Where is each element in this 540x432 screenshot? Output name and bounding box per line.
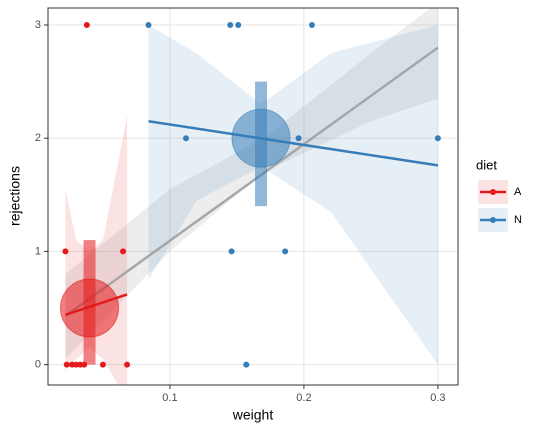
mean-point [231,108,291,168]
legend-dot [490,189,496,195]
point [228,248,235,255]
fit-line [148,119,439,167]
y-axis-title: rejections [7,166,23,226]
x-tick-label: 0.2 [296,392,311,404]
point [282,248,289,255]
legend-label: N [514,214,522,226]
point [120,248,127,255]
point [295,135,302,142]
point [124,361,131,368]
y-tick-label: 2 [35,132,41,144]
point [308,21,315,28]
point [99,361,106,368]
legend-dot [490,217,496,223]
plot-area [60,8,441,385]
y-tick-label: 0 [35,359,41,371]
legend-title: diet [476,157,497,172]
point [227,21,234,28]
x-tick-label: 0.3 [430,392,445,404]
point [235,21,242,28]
mean-point [60,278,120,338]
confidence-band [65,8,438,359]
point [83,21,90,28]
point [243,361,250,368]
x-tick-label: 0.1 [162,392,177,404]
point [183,135,190,142]
point [63,361,70,368]
plot-border [47,7,459,386]
point [145,21,152,28]
confidence-band [148,24,438,365]
point [434,135,441,142]
legend-label: A [514,186,522,198]
y-tick-label: 3 [35,19,41,31]
x-axis-title: weight [232,407,274,423]
point [62,248,69,255]
plot-background [48,8,458,385]
fit-line [64,46,439,317]
y-tick-label: 1 [35,245,41,257]
